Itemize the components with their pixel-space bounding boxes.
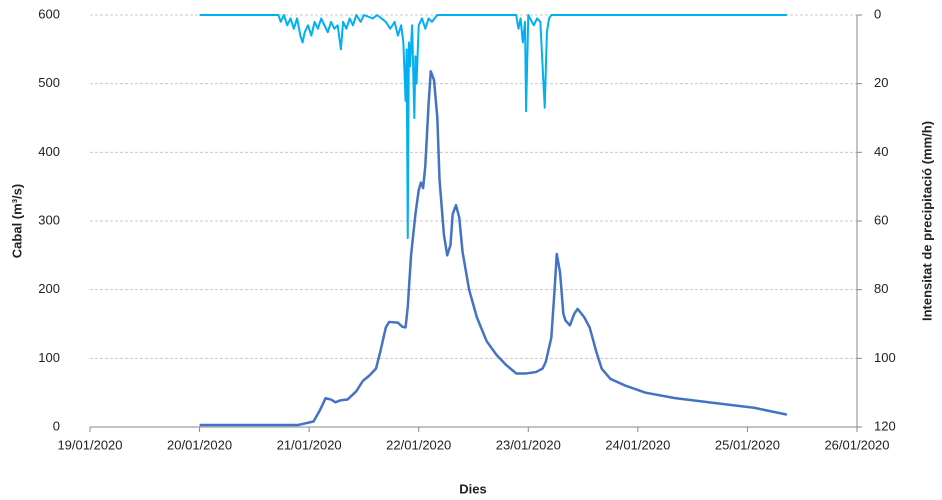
series-line [199,70,788,427]
x-tick-label: 22/01/2020 [386,437,451,452]
x-tick-label: 25/01/2020 [715,437,780,452]
y-tick-label: 300 [38,212,60,227]
series-line [199,14,787,240]
x-axis-title: Dies [459,481,486,496]
y2-axis-title: Intensitat de precipitació (mm/h) [919,121,934,321]
x-tick-label: 24/01/2020 [605,437,670,452]
y-axis-title: Cabal (m³/s) [9,184,24,258]
y2-tick-label: 20 [874,75,888,90]
y2-tick-label: 60 [874,212,888,227]
y-tick-label: 500 [38,75,60,90]
y2-tick-label: 0 [874,6,881,21]
y-tick-label: 0 [53,418,60,433]
y-tick-label: 200 [38,281,60,296]
y2-tick-label: 120 [874,418,896,433]
x-tick-label: 23/01/2020 [496,437,561,452]
x-tick-label: 21/01/2020 [277,437,342,452]
y-tick-label: 600 [38,6,60,21]
x-tick-label: 20/01/2020 [167,437,232,452]
y2-tick-label: 40 [874,144,888,159]
x-tick-label: 19/01/2020 [57,437,122,452]
y-tick-label: 400 [38,144,60,159]
y-tick-label: 100 [38,350,60,365]
y2-tick-label: 80 [874,281,888,296]
y2-tick-label: 100 [874,350,896,365]
x-tick-label: 26/01/2020 [824,437,889,452]
